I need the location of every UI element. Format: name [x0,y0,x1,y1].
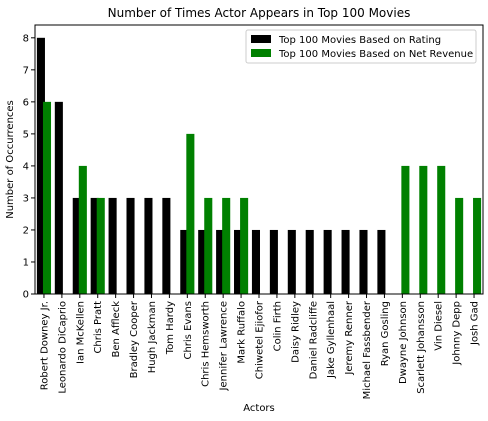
x-tick-label: Tom Hardy [165,301,176,355]
bar-revenue-21 [419,165,428,294]
x-tick-label: Jennifer Lawrence [219,301,230,391]
y-axis: 0 1 2 3 4 5 6 7 8 [23,33,35,301]
bar-revenue-10 [222,197,231,294]
x-tick-label: Daniel Radcliffe [308,301,319,379]
legend-label-0: Top 100 Movies Based on Rating [278,35,441,46]
bar-rating-18 [359,229,368,294]
y-axis-label: Number of Occurrences [5,100,16,219]
y-tick-label: 8 [23,33,29,44]
bar-rating-15 [305,229,314,294]
x-tick-label: Mark Ruffalo [237,301,248,364]
y-tick-label: 4 [23,161,29,172]
bar-revenue-24 [473,197,482,294]
x-tick-label: Dwayne Johnson [398,301,409,384]
x-tick-label: Daisy Ridley [290,301,301,363]
plot-frame [34,24,484,295]
y-tick-label: 3 [23,193,29,204]
legend-label-1: Top 100 Movies Based on Net Revenue [278,49,473,60]
bar-rating-10 [216,229,225,294]
bar-revenue-9 [204,197,213,294]
legend-swatch-1 [251,49,271,57]
bar-rating-13 [269,229,278,294]
bar-rating-19 [377,229,386,294]
y-tick-label: 1 [23,257,29,268]
x-tick-label: Bradley Cooper [129,300,140,378]
x-tick-label: Hugh Jackman [147,301,158,373]
bar-rating-9 [198,229,207,294]
chart-title: Number of Times Actor Appears in Top 100… [108,6,411,20]
legend-box [245,29,477,64]
y-tick-label: 5 [23,129,29,140]
bars-group [36,37,482,295]
bar-revenue-11 [240,197,249,294]
x-tick-label: Chris Hemsworth [201,301,212,387]
y-tick-label: 7 [23,65,29,76]
x-axis: Robert Downey Jr. Leonardo DiCaprio Ian Mc… [39,294,481,399]
bar-rating-14 [287,229,296,294]
bar-rating-6 [144,197,153,294]
x-tick-label: Robert Downey Jr. [39,301,50,390]
x-tick-label: Scarlett Johansson [416,301,427,394]
bar-revenue-22 [437,165,446,294]
x-tick-label: Ben Affleck [111,301,122,358]
x-tick-label: Josh Gad [470,301,481,346]
bar-rating-3 [90,197,99,294]
bar-rating-17 [341,229,350,294]
bar-rating-8 [180,229,189,294]
x-tick-label: Jeremy Renner [344,300,355,375]
bar-revenue-20 [401,165,410,294]
bar-rating-5 [126,197,135,294]
bar-rating-1 [54,101,63,294]
legend-swatch-0 [251,35,271,43]
bar-rating-0 [36,37,45,295]
x-tick-label: Vin Diesel [434,301,445,351]
bar-rating-4 [108,197,117,294]
bar-rating-7 [162,197,171,294]
bar-revenue-8 [186,133,195,294]
legend: Top 100 Movies Based on Rating Top 100 Mo… [245,29,477,64]
bar-revenue-23 [455,197,464,294]
bar-rating-2 [72,197,81,294]
x-tick-label: Colin Firth [272,301,283,351]
bar-revenue-2 [78,165,87,294]
x-tick-label: Leonardo DiCaprio [57,301,68,394]
x-tick-label: Michael Fassbender [362,300,373,399]
x-tick-label: Chris Evans [183,301,194,360]
y-tick-label: 0 [23,290,29,301]
x-tick-label: Johnny Depp [452,301,463,366]
bar-revenue-0 [42,101,52,294]
x-tick-label: Chiwetel Ejiofor [255,300,266,379]
x-tick-label: Chris Pratt [93,301,104,354]
x-axis-label: Actors [243,403,275,414]
y-tick-label: 6 [23,97,29,108]
bar-rating-16 [323,229,332,294]
x-tick-label: Ryan Gosling [380,301,391,366]
bar-rating-11 [234,229,243,294]
bar-revenue-3 [96,197,105,294]
bar-rating-12 [251,229,260,294]
x-tick-label: Jake Gyllenhaal [326,301,337,379]
x-tick-label: Ian McKellen [75,301,86,364]
y-tick-label: 2 [23,225,29,236]
